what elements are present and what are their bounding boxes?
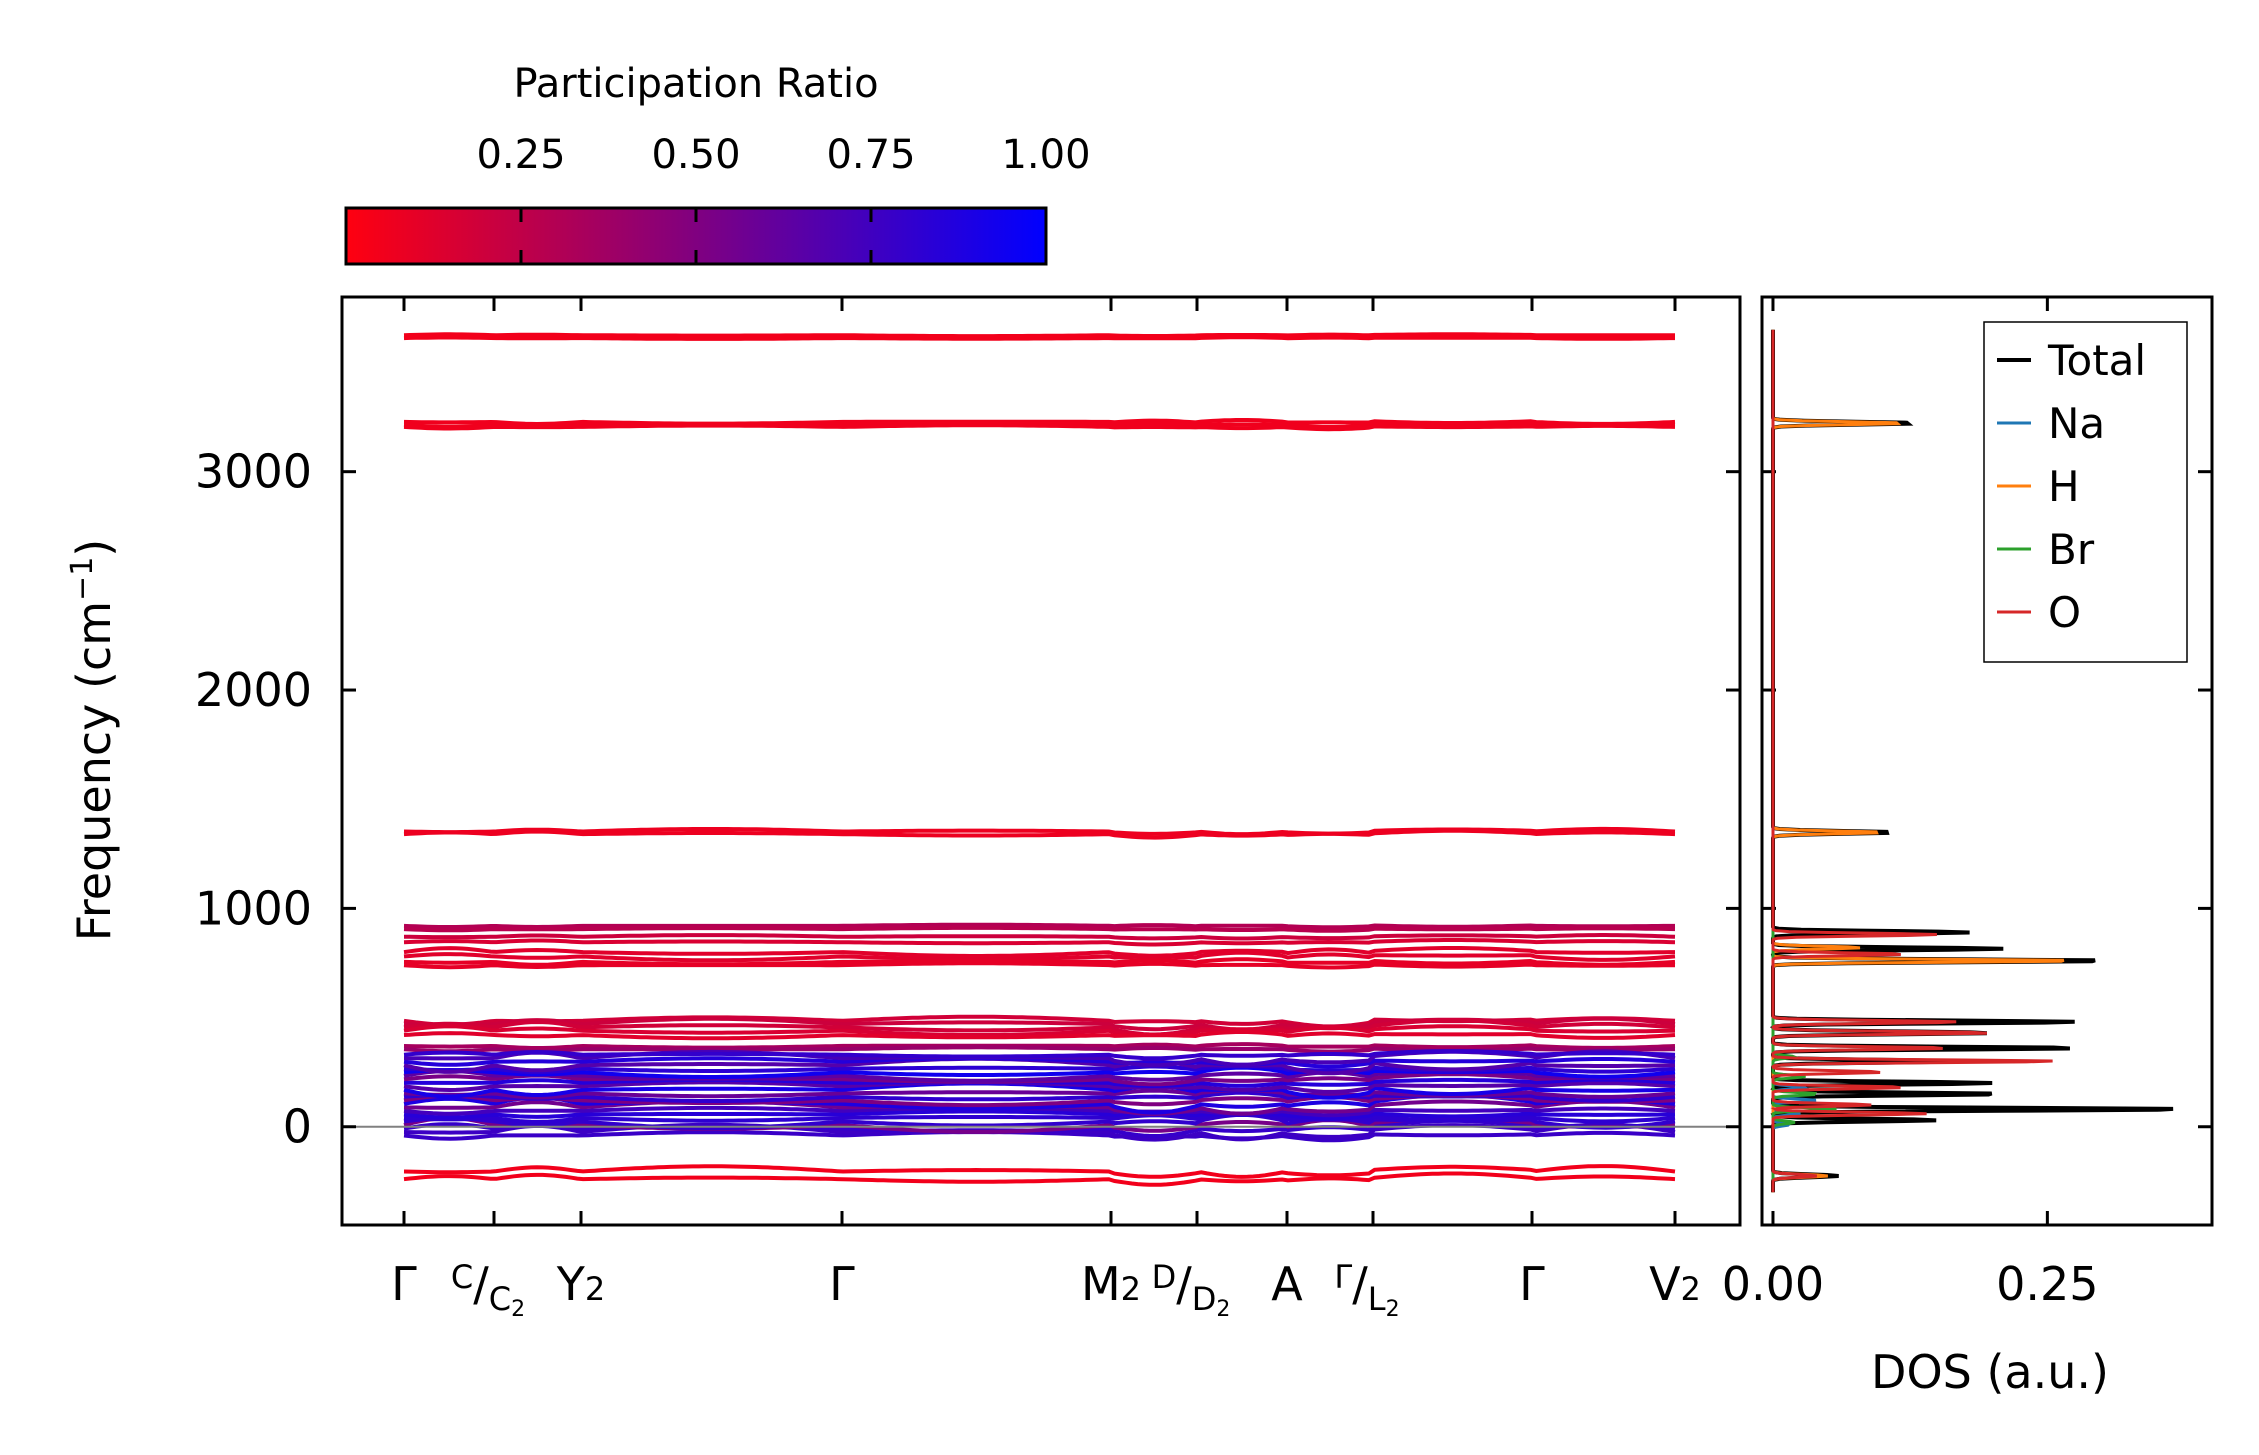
dos-x-ticks: 0.00 0.25: [1722, 297, 2099, 1311]
kpoint-label-sub: 2: [1216, 1297, 1230, 1322]
legend-label-o: O: [2048, 588, 2081, 637]
kpoint-label-sub: 2: [585, 1270, 605, 1308]
band-panel-frame: [340, 295, 1742, 1227]
frequency-axis-title: Frequency (cm−1): [65, 539, 121, 942]
kpoint-label-main: V2: [1649, 1257, 1701, 1311]
kpoint-label: Γ: [391, 1257, 417, 1311]
band-ytick-label: 3000: [195, 445, 312, 499]
band-line-mid: [403, 1029, 1676, 1041]
kpoint-label: A: [1271, 1257, 1303, 1311]
band-line-imaginary: [403, 1164, 1676, 1179]
kpoint-label-main: Y2: [556, 1257, 605, 1311]
colorbar-tick-label: 1.00: [1001, 132, 1090, 178]
legend-frame: [1983, 321, 2188, 663]
kpoint-label: C/C2: [451, 1257, 525, 1322]
kpoint-label-sub: 2: [511, 1297, 525, 1322]
band-line-high: [403, 828, 1676, 840]
kpoint-label-compound: Γ/L2: [1334, 1257, 1399, 1322]
kpoint-label-sub: 2: [1681, 1270, 1701, 1308]
dos-xtick-label: 0.00: [1722, 1257, 1824, 1311]
kpoint-label-slash: /: [1352, 1257, 1368, 1311]
band-line-mid: [403, 1024, 1676, 1037]
colorbar-ticks: [519, 208, 873, 264]
band-line-mid: [403, 957, 1676, 967]
kpoint-label-slash: /: [1176, 1257, 1192, 1311]
band-line-mid: [404, 933, 1676, 941]
kpoint-label-main: M2: [1081, 1257, 1141, 1311]
kpoint-label-main: Γ: [391, 1257, 417, 1311]
kpoint-label: Γ: [1519, 1257, 1545, 1311]
kpoint-label-subpre: D: [1192, 1280, 1217, 1318]
colorbar-title: Participation Ratio: [513, 61, 878, 107]
kpoint-label-sub: 2: [1121, 1270, 1141, 1308]
dos-panel: 0.00 0.25 DOS (a.u.) Total Na H Br O: [1722, 295, 2214, 1399]
legend-entries: Total Na H Br O: [1997, 336, 2146, 637]
kpoint-label-sub: 2: [1386, 1297, 1400, 1322]
legend-label-total: Total: [2047, 336, 2146, 385]
band-line-mid: [403, 961, 1675, 970]
dos-legend: Total Na H Br O: [1983, 321, 2188, 663]
colorbar-tick-label: 0.75: [826, 132, 915, 178]
band-line-mid: [403, 938, 1676, 947]
kpoint-label-pre: D: [1152, 1258, 1177, 1296]
band-line-low: [403, 1109, 1676, 1121]
band-line-imaginary: [403, 1171, 1676, 1187]
band-line-high: [403, 423, 1676, 432]
kpoint-label-compound: D/D2: [1152, 1257, 1231, 1322]
band-y-ticks: 0 1000 2000 3000: [195, 445, 2212, 1154]
band-line-mid: [403, 950, 1676, 963]
dos-axis-title: DOS (a.u.): [1871, 1345, 2109, 1399]
kpoint-label-slash: /: [473, 1257, 489, 1311]
kpoint-label: V2: [1649, 1257, 1701, 1311]
band-line-low: [403, 1130, 1676, 1143]
dos-lines: [1770, 329, 2174, 1193]
kpoint-label: Γ/L2: [1334, 1257, 1399, 1322]
kpoint-label: Y2: [556, 1257, 605, 1311]
kpoint-label-pre: Γ: [1334, 1258, 1352, 1296]
band-ytick-label: 0: [283, 1100, 312, 1154]
band-line-high: [403, 332, 1675, 339]
colorbar-tick-labels: 0.25 0.50 0.75 1.00: [476, 132, 1090, 178]
colorbar-tick-label: 0.25: [476, 132, 565, 178]
band-line-high: [403, 335, 1675, 341]
legend-label-na: Na: [2048, 399, 2105, 448]
band-line-low: [403, 1049, 1676, 1061]
band-line-low: [403, 1112, 1676, 1124]
band-lines: [403, 332, 1676, 1187]
band-x-ticks: [402, 297, 1677, 1225]
kpoint-label-subpre: L: [1368, 1280, 1386, 1318]
band-ytick-label: 1000: [195, 881, 312, 935]
kpoint-label: M2: [1081, 1257, 1141, 1311]
kpoint-label: D/D2: [1152, 1257, 1231, 1322]
kpoint-label-compound: C/C2: [451, 1257, 525, 1322]
legend-label-br: Br: [2048, 525, 2095, 574]
kpoint-label-subpre: C: [489, 1280, 511, 1318]
band-line-mid: [403, 922, 1675, 930]
kpoint-label-main: Γ: [829, 1257, 855, 1311]
kpoint-labels: Γ C/C2 Y2 Γ M2 D/D2 A Γ/L2 Γ V2: [391, 1257, 1701, 1322]
colorbar: Participation Ratio 0.25 0.50 0.75 1.00: [344, 61, 1091, 266]
frequency-axis-title-close: ): [67, 539, 121, 557]
dos-panel-frame: [1760, 295, 2214, 1227]
colorbar-tick-label: 0.50: [651, 132, 740, 178]
band-ytick-label: 2000: [195, 663, 312, 717]
dos-series-o: [1770, 329, 2053, 1193]
band-line-mid: [403, 1018, 1676, 1037]
frequency-axis-title-text: Frequency (cm: [67, 601, 121, 941]
legend-label-h: H: [2048, 462, 2080, 511]
kpoint-label: Γ: [829, 1257, 855, 1311]
band-line-mid: [403, 1042, 1676, 1050]
kpoint-label-pre: C: [451, 1258, 473, 1296]
band-line-mid: [403, 946, 1675, 958]
dos-xtick-label: 0.25: [1996, 1257, 2098, 1311]
kpoint-label-main: Γ: [1519, 1257, 1545, 1311]
band-line-mid: [403, 925, 1676, 933]
kpoint-label-main: A: [1271, 1257, 1303, 1311]
frequency-axis-title-sup: −1: [65, 557, 100, 601]
